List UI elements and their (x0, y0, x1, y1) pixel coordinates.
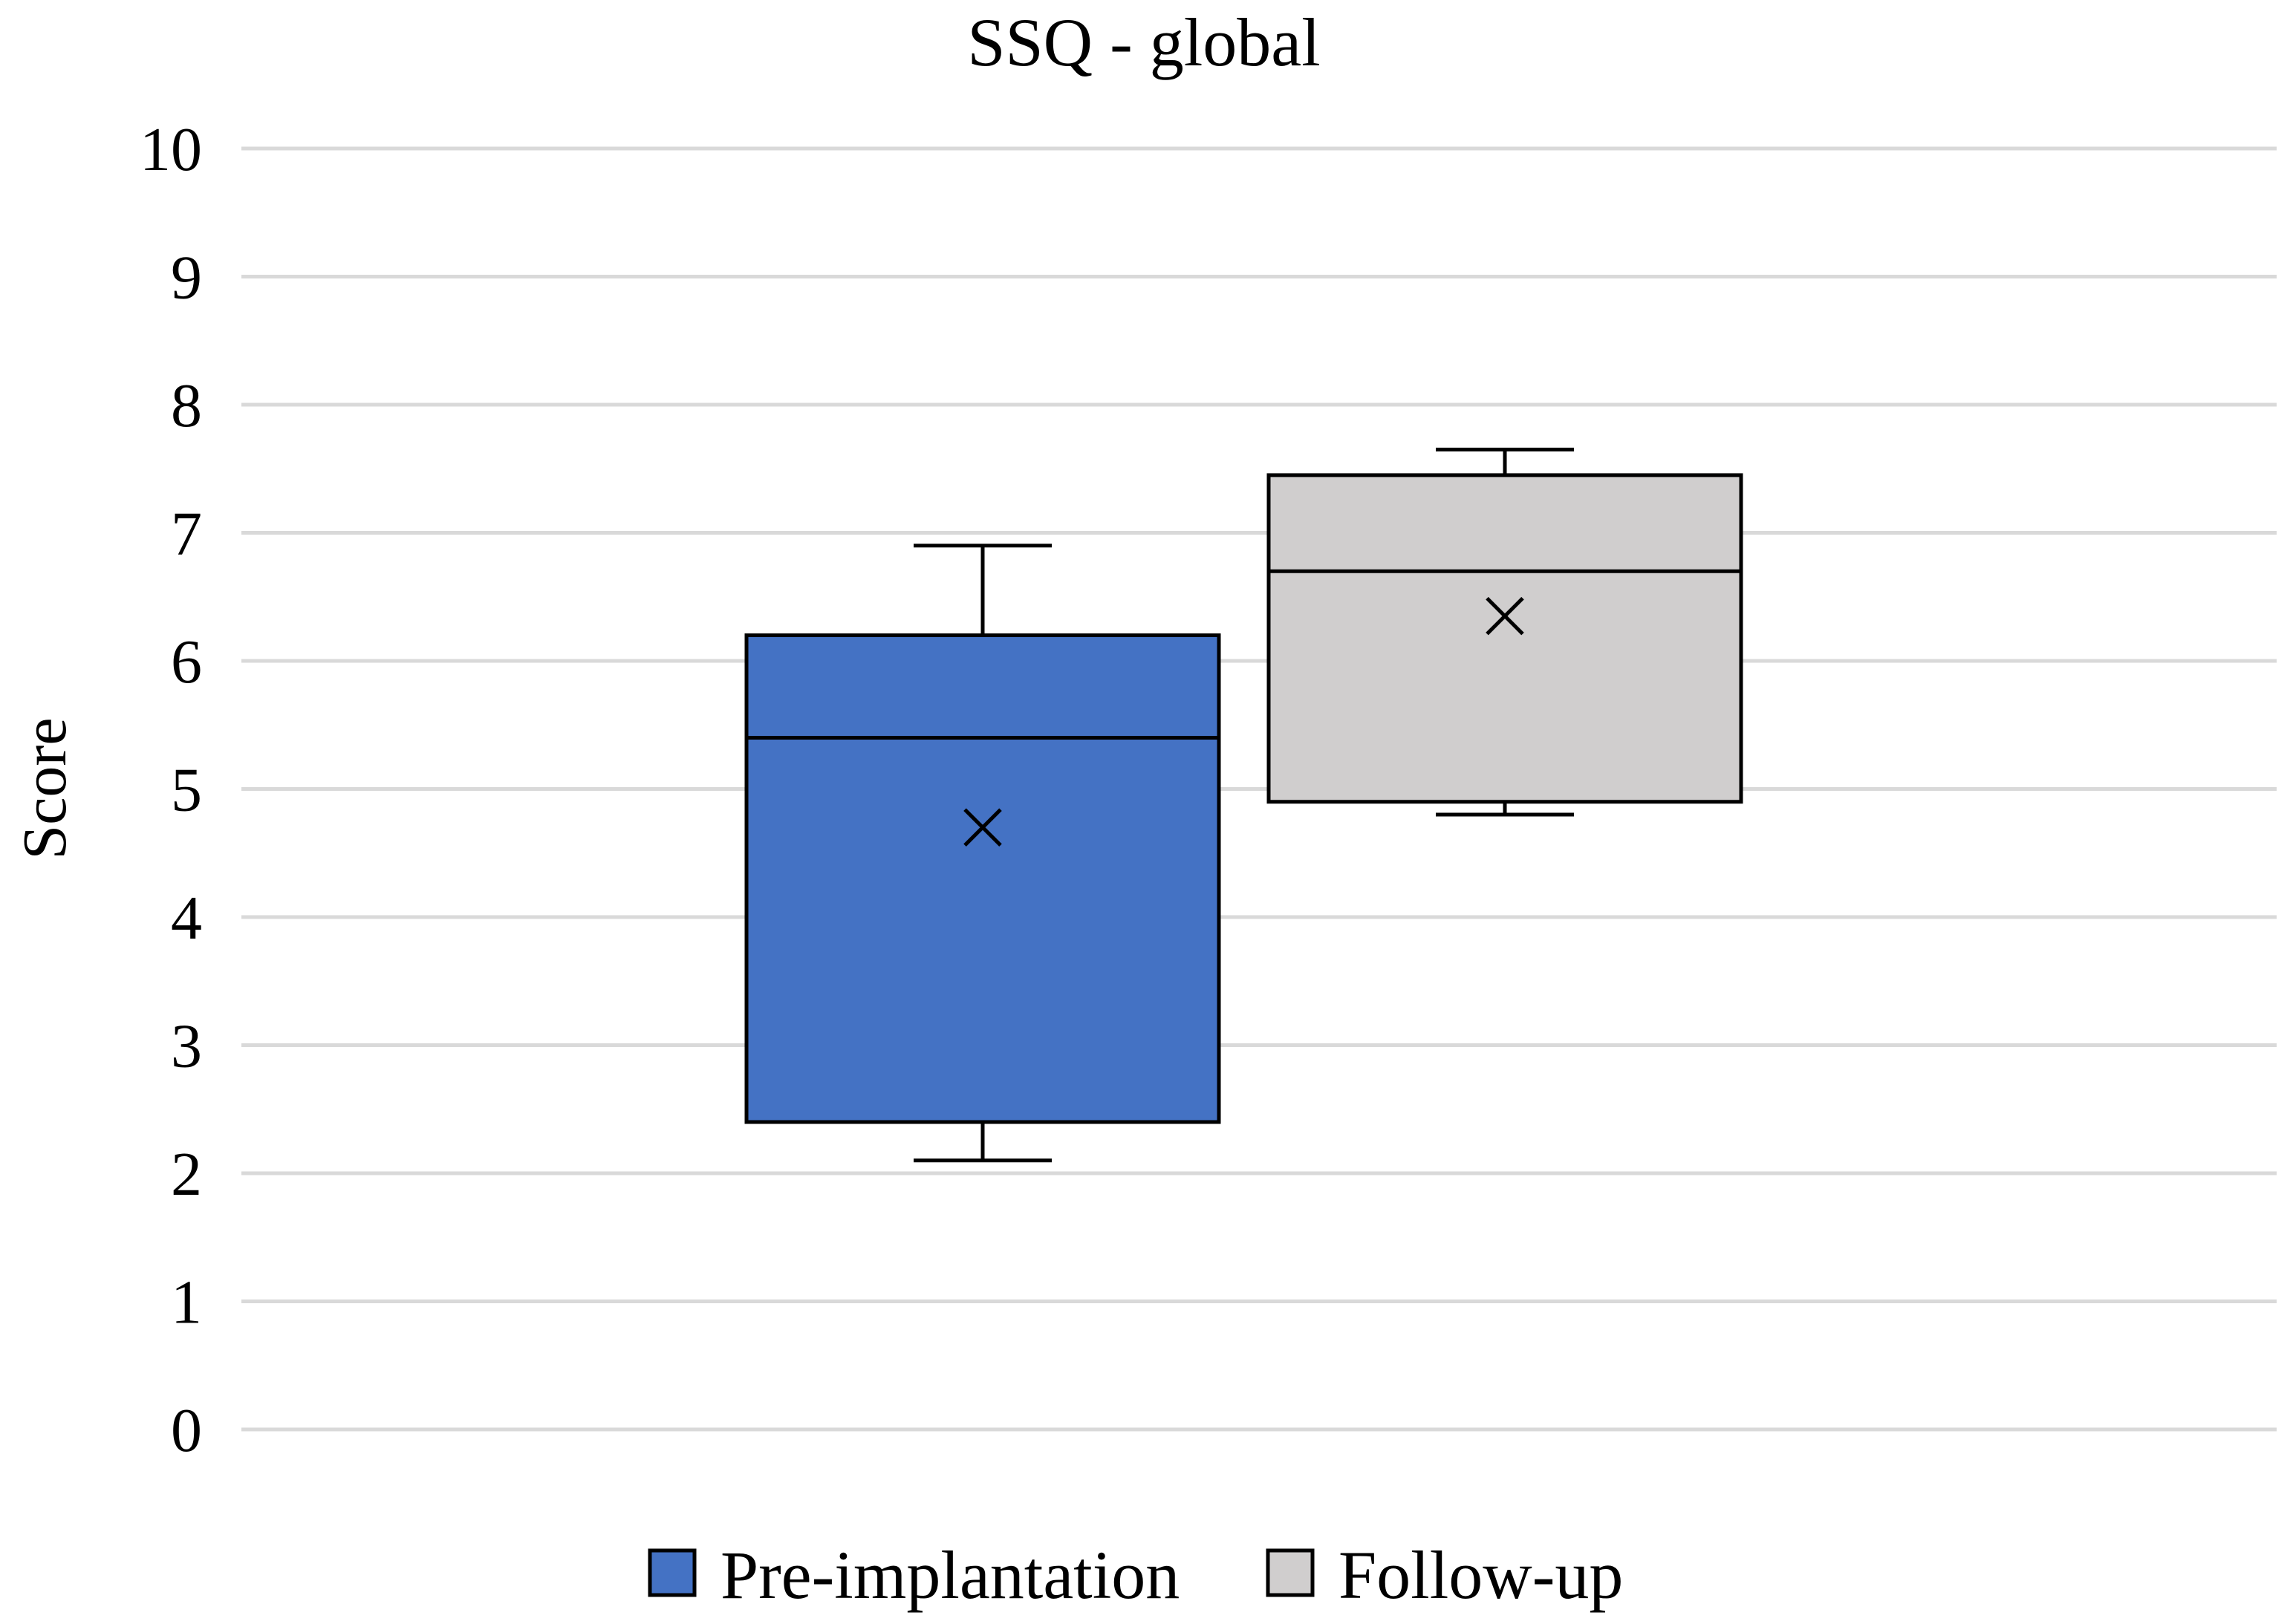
legend-swatch (1266, 1548, 1315, 1597)
gridlines (241, 146, 2277, 1432)
y-tick-label-0: 0 (171, 1396, 202, 1465)
y-tick-label-6: 6 (171, 627, 202, 697)
y-tick-label-4: 4 (171, 884, 202, 953)
y-tick-label-7: 7 (171, 500, 202, 569)
legend-swatch (648, 1548, 697, 1597)
legend-item-follow-up: Follow-up (1266, 1537, 1623, 1613)
box-plot-pre-implantation (744, 544, 1221, 1163)
y-tick-label-2: 2 (171, 1140, 202, 1209)
box-plots (744, 447, 1743, 1163)
box-iqr (1266, 473, 1743, 804)
legend-label: Pre-implantation (720, 1537, 1180, 1613)
chart-title: SSQ - global (967, 4, 1320, 80)
mean-marker (963, 808, 1002, 847)
y-tick-label-9: 9 (171, 244, 202, 313)
mean-marker-stroke-b (963, 808, 1002, 847)
mean-marker-stroke-b (1486, 596, 1524, 636)
mean-marker (1486, 596, 1524, 636)
y-tick-label-3: 3 (171, 1012, 202, 1081)
box-iqr (744, 633, 1221, 1124)
y-tick-label-1: 1 (171, 1268, 202, 1337)
legend-item-pre-implantation: Pre-implantation (648, 1537, 1180, 1613)
y-tick-label-8: 8 (171, 371, 202, 440)
y-axis-ticks: 0 1 2 3 4 5 6 7 8 9 10 (140, 115, 202, 1465)
y-tick-label-10: 10 (140, 115, 202, 184)
box-plot-follow-up (1266, 447, 1743, 817)
y-tick-label-5: 5 (171, 756, 202, 825)
y-axis-label: Score (10, 717, 79, 859)
legend: Pre-implantation Follow-up (648, 1537, 1623, 1613)
legend-label: Follow-up (1338, 1537, 1623, 1613)
